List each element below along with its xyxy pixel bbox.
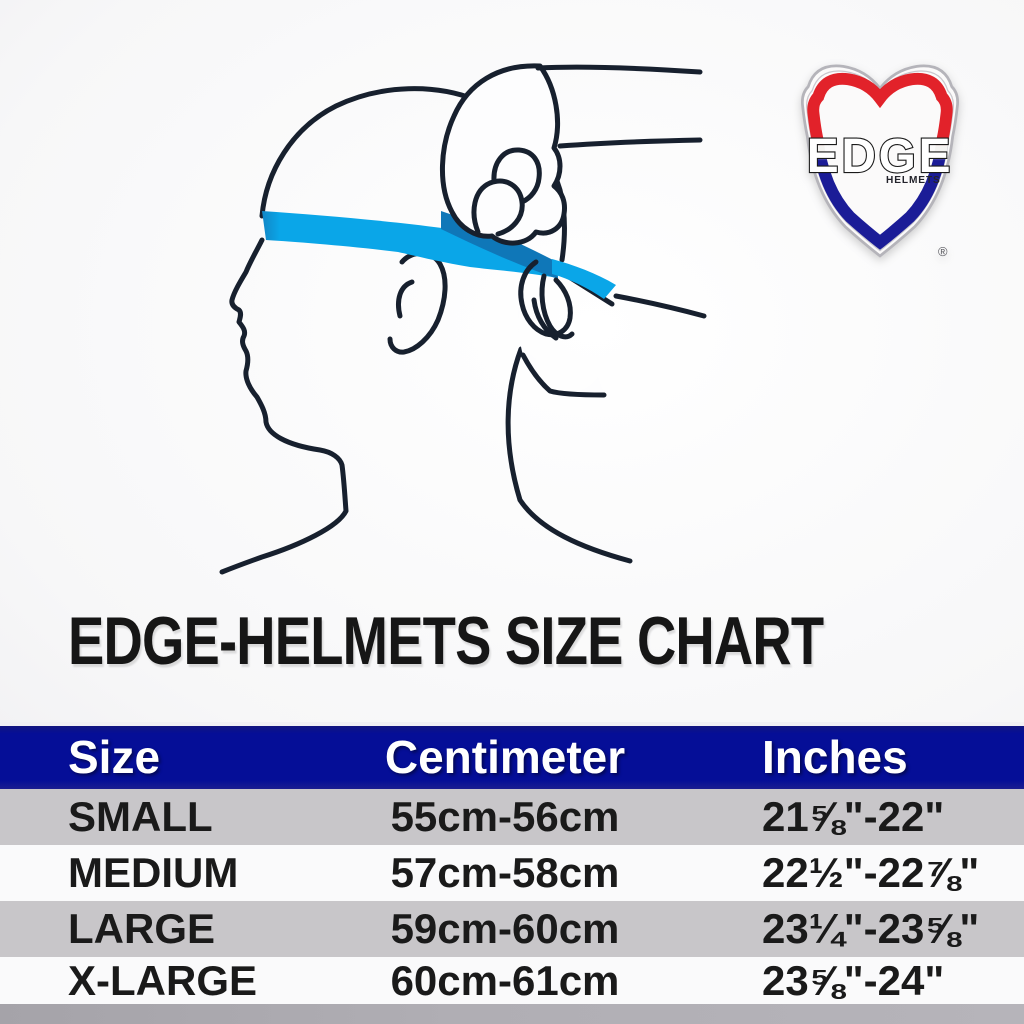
upper-hand-finger-line xyxy=(491,147,542,205)
lower-hand xyxy=(517,259,707,398)
face-profile-outline xyxy=(219,237,349,575)
inches-cell: 21⅝"-22" xyxy=(762,793,945,840)
inches-cell: 23¼"-23⅝" xyxy=(762,905,980,952)
ear-inner-line xyxy=(396,279,415,319)
table-row: MEDIUM 57cm-58cm 22½"-22⅞" xyxy=(0,845,1024,901)
head-measurement-illustration xyxy=(219,63,707,575)
page-title: EDGE-HELMETS SIZE CHART xyxy=(68,603,824,679)
logo-shield-ring xyxy=(807,72,953,250)
edge-helmets-logo: EDGE HELMETS ® xyxy=(800,64,960,259)
centimeter-cell: 55cm-56cm xyxy=(390,793,620,840)
column-header-size: Size xyxy=(68,731,161,783)
inches-cell: 23⅝"-24" xyxy=(762,957,945,1004)
bottom-gray-strip xyxy=(0,1004,1024,1024)
column-header-centimeter: Centimeter xyxy=(384,731,626,783)
upper-arm-top-line xyxy=(535,64,703,75)
size-cell: LARGE xyxy=(68,905,215,952)
lower-hand-thumb-loop xyxy=(518,259,573,338)
inches-cell: 22½"-22⅞" xyxy=(762,849,980,896)
upper-arm-bottom-line xyxy=(557,137,703,149)
size-cell: X-LARGE xyxy=(68,957,257,1004)
column-header-inches: Inches xyxy=(762,731,908,783)
logo-word-text: HELMETS xyxy=(886,175,941,186)
table-row: SMALL 55cm-56cm 21⅝"-22" xyxy=(0,789,1024,845)
registered-trademark-icon: ® xyxy=(938,244,948,259)
lower-hand-finger-loop xyxy=(539,273,575,340)
upper-hand xyxy=(439,63,703,246)
size-cell: MEDIUM xyxy=(68,849,239,896)
lower-wrist-line xyxy=(520,352,607,398)
centimeter-cell: 57cm-58cm xyxy=(390,849,620,896)
logo-brand-text: EDGE xyxy=(807,130,954,183)
table-row: LARGE 59cm-60cm 23¼"-23⅝" xyxy=(0,901,1024,957)
tape-tail xyxy=(552,259,616,299)
upper-hand-thumb-line xyxy=(471,178,525,237)
lower-forearm-top-line xyxy=(613,293,707,319)
table-row: X-LARGE 60cm-61cm 23⅝"-24" xyxy=(0,957,1024,1004)
lower-hand-inner-line xyxy=(531,297,559,341)
centimeter-cell: 60cm-61cm xyxy=(390,957,620,1004)
neck-outline xyxy=(505,346,633,564)
table-header-row: Size Centimeter Inches xyxy=(0,722,1024,789)
size-cell: SMALL xyxy=(68,793,213,840)
lower-hand-palm xyxy=(517,262,604,394)
tape-band xyxy=(262,211,558,278)
centimeter-cell: 59cm-60cm xyxy=(390,905,620,952)
